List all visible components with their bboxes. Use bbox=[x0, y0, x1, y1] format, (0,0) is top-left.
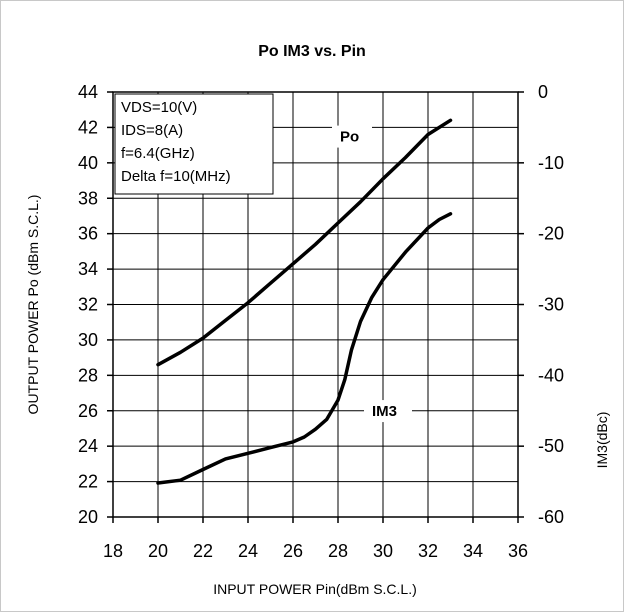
y-tick-label-44: 44 bbox=[78, 82, 98, 102]
y-tick-label-32: 32 bbox=[78, 295, 98, 315]
y-tick-label-30: 30 bbox=[78, 330, 98, 350]
y2-axis-title: IM3(dBc) bbox=[594, 412, 610, 469]
conditions-box bbox=[114, 93, 274, 195]
x-tick-label-22: 22 bbox=[193, 541, 213, 561]
y2-tick-label--60: -60 bbox=[538, 507, 564, 527]
y2-tick-label--10: -10 bbox=[538, 153, 564, 173]
tick-labels: 18 20 22 24 26 28 30 32 34 3620222426283032343638… bbox=[78, 82, 564, 561]
x-tick-label-18: 18 bbox=[103, 541, 123, 561]
y2-tick-label--50: -50 bbox=[538, 436, 564, 456]
im3-label-background bbox=[364, 400, 412, 423]
y-tick-label-22: 22 bbox=[78, 472, 98, 492]
x-tick-label-26: 26 bbox=[283, 541, 303, 561]
condition-frequency: f=6.4(GHz) bbox=[121, 145, 195, 162]
po-label-background bbox=[332, 125, 372, 148]
y-tick-label-36: 36 bbox=[78, 224, 98, 244]
x-tick-label-20: 20 bbox=[148, 541, 168, 561]
condition-delta-f: Delta f=10(MHz) bbox=[121, 168, 231, 185]
y-tick-label-38: 38 bbox=[78, 188, 98, 208]
y2-tick-label-0: 0 bbox=[538, 82, 548, 102]
series-layer bbox=[156, 118, 453, 485]
series-label-im3: IM3 bbox=[372, 403, 397, 420]
y-tick-label-24: 24 bbox=[78, 436, 98, 456]
x-tick-label-24: 24 bbox=[238, 541, 258, 561]
y-axis-title: OUTPUT POWER Po (dBm S.C.L.) bbox=[25, 195, 41, 415]
series-line-po bbox=[156, 118, 453, 367]
y-tick-label-26: 26 bbox=[78, 401, 98, 421]
condition-vds: VDS=10(V) bbox=[121, 99, 197, 116]
chart-title: Po IM3 vs. Pin bbox=[258, 43, 366, 60]
x-axis-title: INPUT POWER Pin(dBm S.C.L.) bbox=[213, 581, 417, 597]
x-tick-label-36: 36 bbox=[508, 541, 528, 561]
x-tick-label-34: 34 bbox=[463, 541, 483, 561]
y2-tick-label--40: -40 bbox=[538, 365, 564, 385]
y-tick-label-28: 28 bbox=[78, 365, 98, 385]
x-tick-label-30: 30 bbox=[373, 541, 393, 561]
x-tick-label-32: 32 bbox=[418, 541, 438, 561]
y2-tick-label--20: -20 bbox=[538, 224, 564, 244]
condition-ids: IDS=8(A) bbox=[121, 122, 183, 139]
series-label-po: Po bbox=[340, 129, 359, 146]
y-tick-label-42: 42 bbox=[78, 117, 98, 137]
y-tick-label-20: 20 bbox=[78, 507, 98, 527]
series-line-im3 bbox=[156, 212, 453, 485]
axis-ticks bbox=[107, 91, 524, 523]
y-tick-label-34: 34 bbox=[78, 259, 98, 279]
y2-tick-label--30: -30 bbox=[538, 295, 564, 315]
x-tick-label-28: 28 bbox=[328, 541, 348, 561]
y-tick-label-40: 40 bbox=[78, 153, 98, 173]
